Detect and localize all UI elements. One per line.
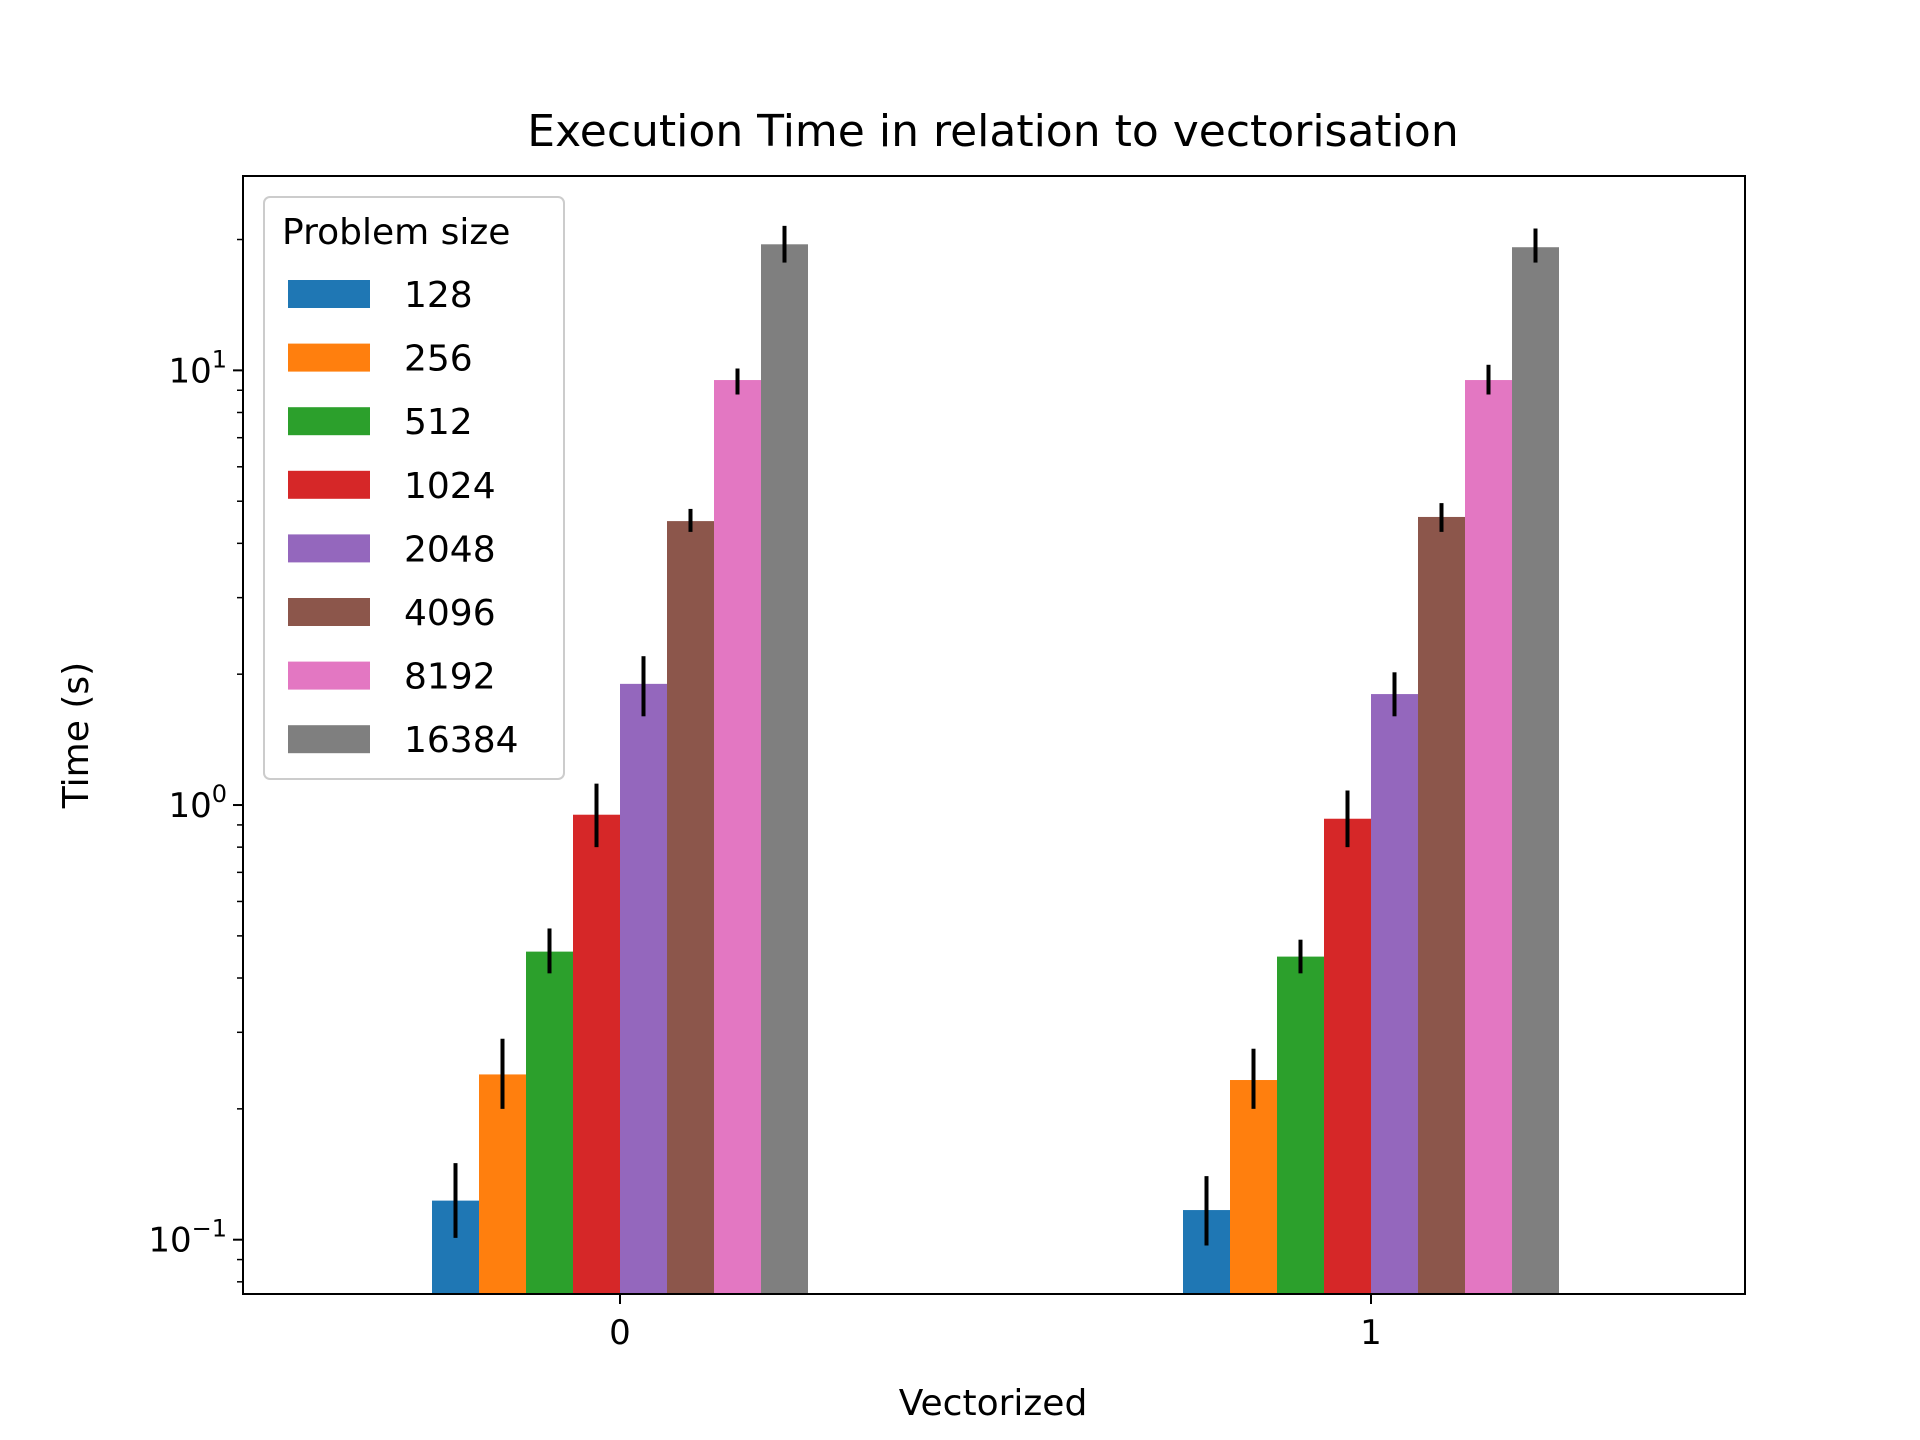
bar-1024-cat-0 [573,814,620,1294]
legend-items: 128 256 512 1024 2048 4096 8192 16384 [288,275,519,761]
bars-group [432,244,1559,1295]
y-axis: 10−1 100 101 [148,238,243,1283]
legend-label-128: 128 [404,275,473,316]
bar-4096-cat-0 [667,521,714,1294]
y-axis-label: Time (s) [56,662,97,809]
legend-label-1024: 1024 [404,466,496,507]
bar-16384-cat-0 [761,244,808,1294]
bar-256-cat-0 [479,1074,526,1294]
bar-16384-cat-1 [1512,247,1559,1295]
bar-512-cat-1 [1277,956,1324,1294]
bar-256-cat-1 [1230,1080,1277,1294]
y-tick-label: 101 [168,345,227,391]
legend: Problem size 128 256 512 1024 2048 4096 8192 16… [263,196,565,780]
legend-frame [263,196,565,780]
legend-swatch-1024 [288,470,370,499]
legend-swatch-2048 [288,534,370,563]
errorbars-group [453,225,1538,1246]
legend-swatch-128 [288,280,370,308]
bar-2048-cat-0 [620,683,667,1294]
legend-label-8192: 8192 [404,657,496,698]
plot-frame [242,175,1746,1295]
bar-8192-cat-1 [1465,380,1512,1294]
legend-swatch-16384 [288,725,370,754]
legend-title: Problem size [282,212,510,253]
y-tick-label: 10−1 [148,1215,227,1261]
bar-1024-cat-1 [1324,818,1371,1294]
bar-8192-cat-0 [714,380,761,1294]
legend-swatch-4096 [288,598,370,626]
x-axis-label: Vectorized [899,1383,1088,1424]
chart-title: Execution Time in relation to vectorisat… [527,106,1458,157]
legend-swatch-256 [288,343,370,372]
bar-4096-cat-1 [1418,516,1465,1294]
x-tick-label-1: 1 [1360,1313,1382,1353]
legend-label-4096: 4096 [404,593,496,634]
legend-swatch-512 [288,407,370,436]
bar-2048-cat-1 [1371,694,1418,1294]
legend-swatch-8192 [288,661,370,690]
y-tick-label: 100 [168,780,227,826]
bar-512-cat-0 [526,951,573,1294]
legend-label-512: 512 [404,402,473,443]
legend-label-256: 256 [404,339,473,380]
x-tick-label-0: 0 [609,1313,631,1353]
legend-label-2048: 2048 [404,529,496,570]
legend-label-16384: 16384 [404,720,519,761]
